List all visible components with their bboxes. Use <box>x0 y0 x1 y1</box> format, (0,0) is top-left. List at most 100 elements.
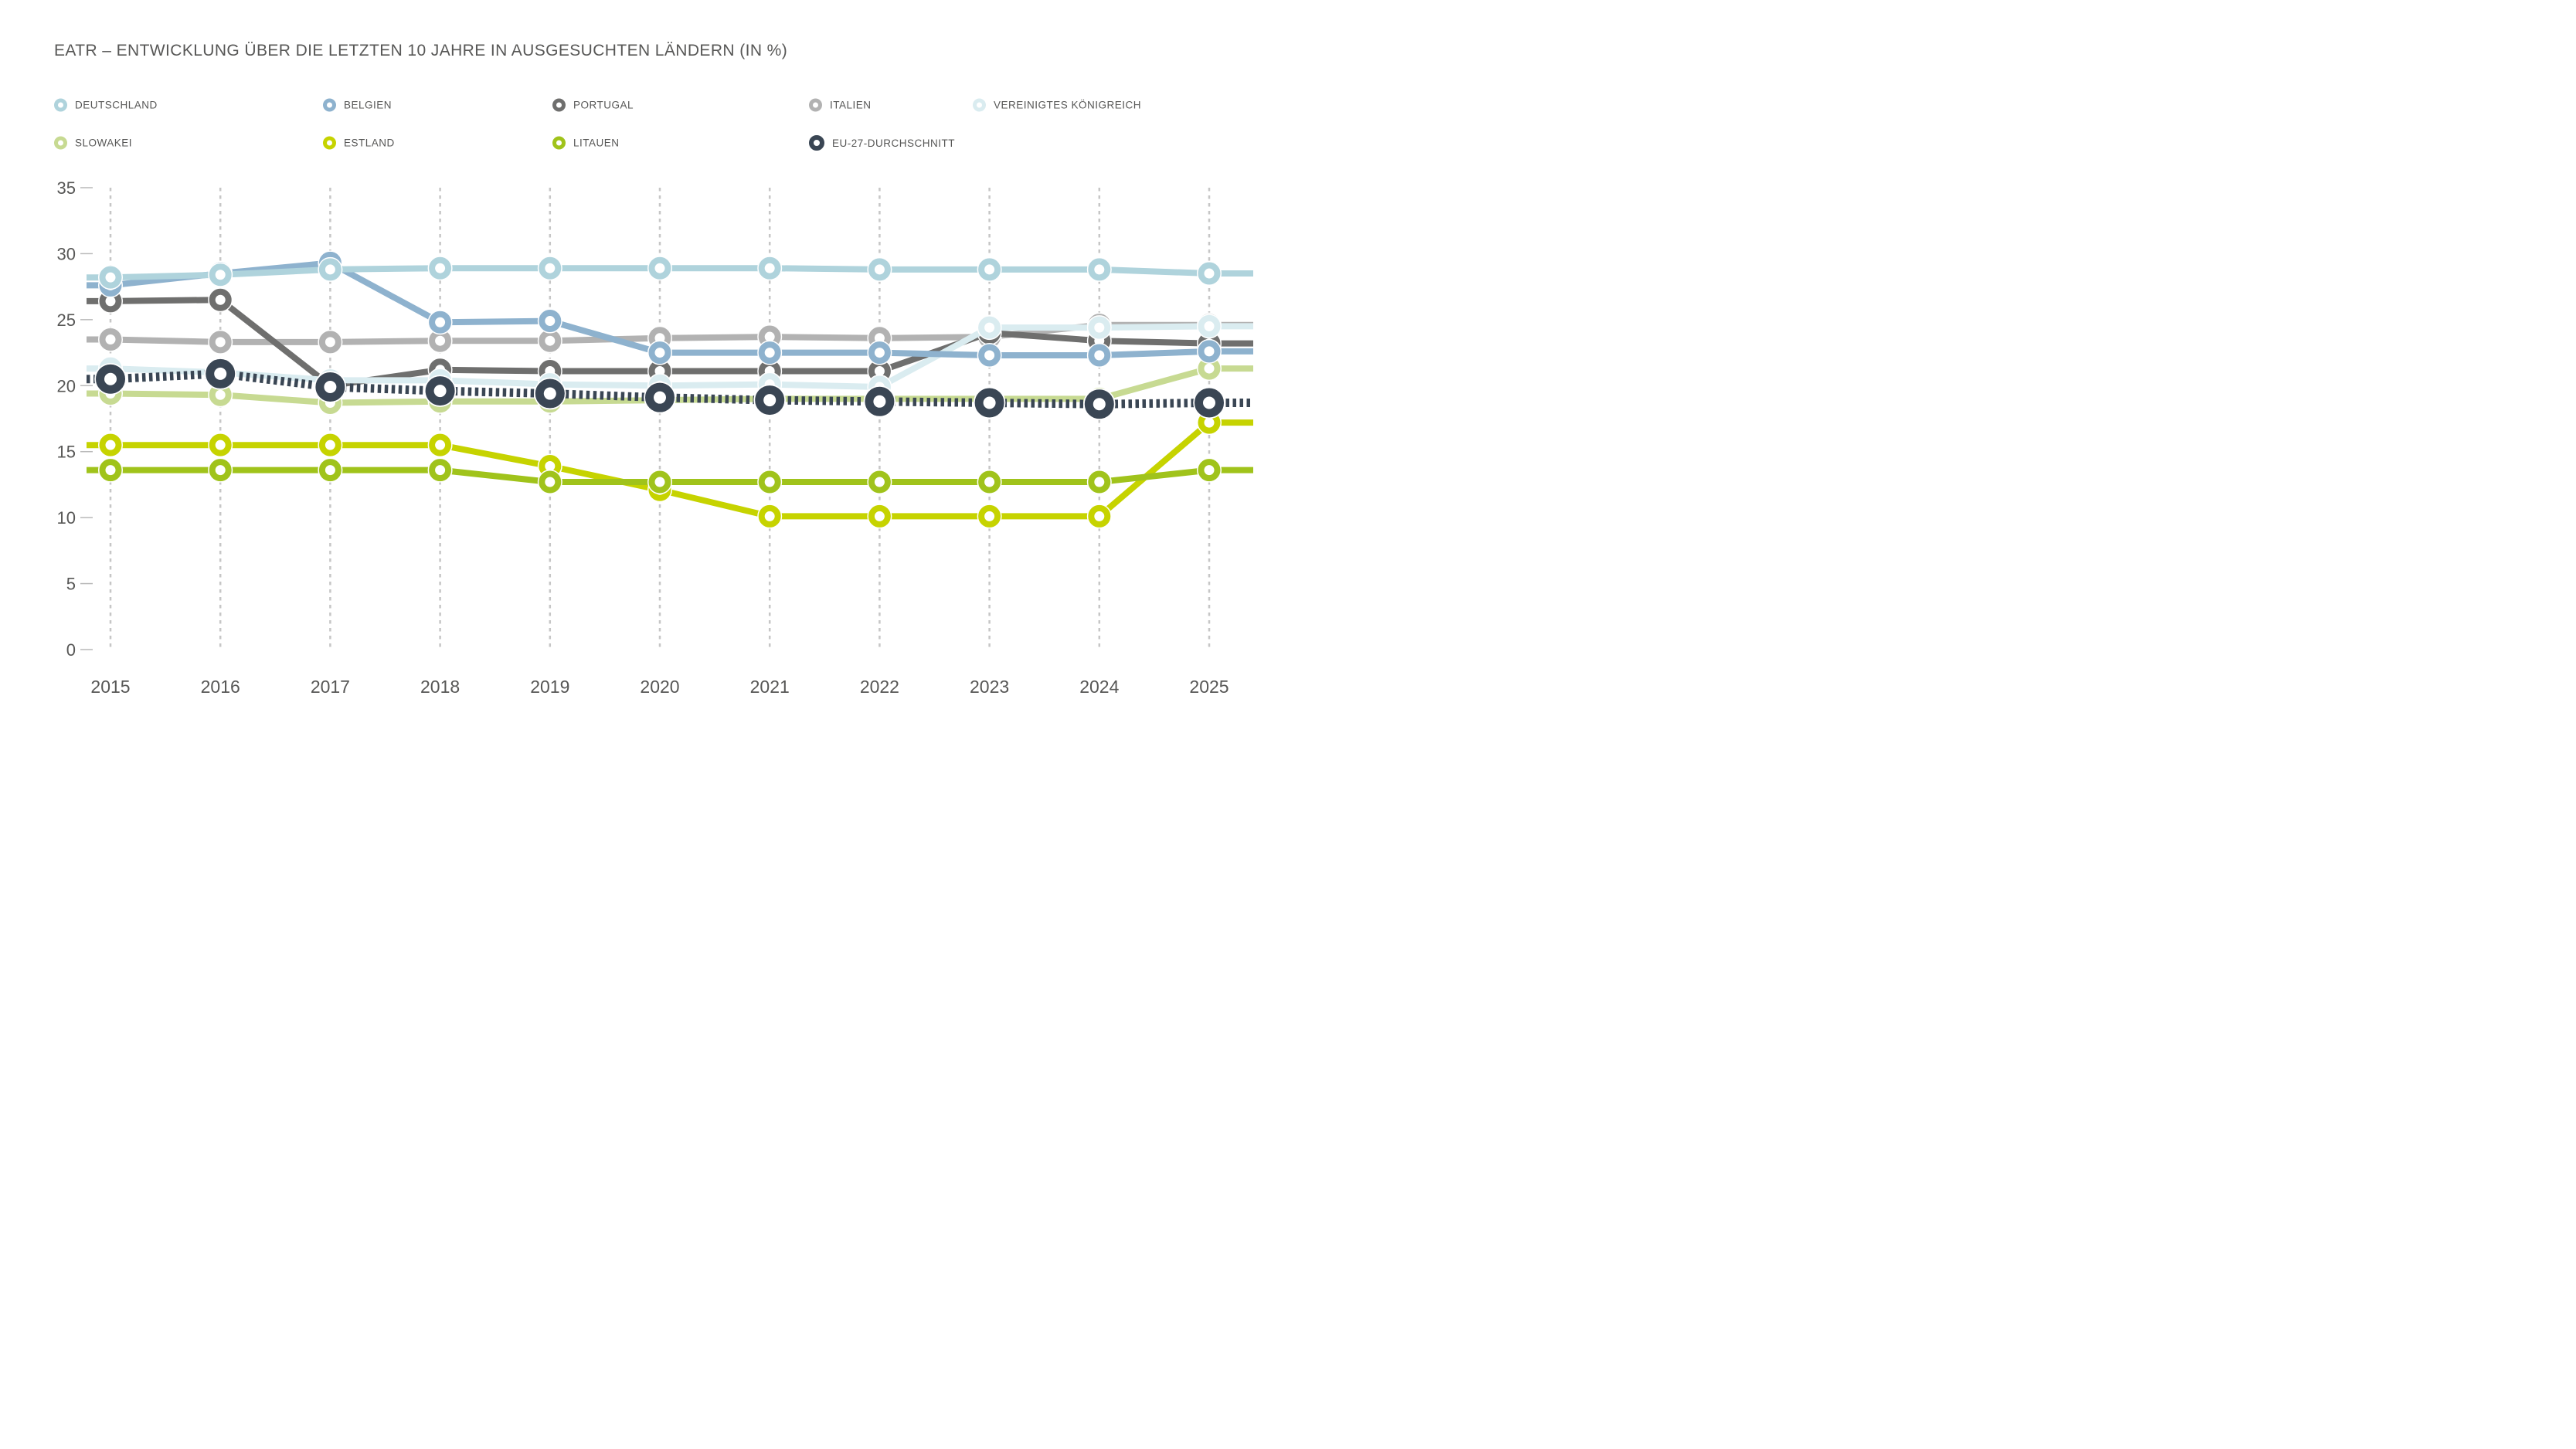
marker-belgien-2025 <box>1198 340 1221 363</box>
marker-belgien-2021 <box>758 341 781 365</box>
marker-italien-2015 <box>99 327 122 351</box>
marker-eu-27-durchschnitt-2025 <box>1195 388 1224 418</box>
legend-label: BELGIEN <box>344 99 393 111</box>
marker-eu-27-durchschnitt-2023 <box>974 388 1004 418</box>
y-tick-label: 5 <box>66 575 76 594</box>
x-tick-label-2024: 2024 <box>1079 677 1119 697</box>
legend-item-italien: ITALIEN <box>809 98 872 112</box>
marker-portugal-2016 <box>209 288 232 311</box>
marker-litauen-2023 <box>978 470 1001 494</box>
marker-belgien-2023 <box>978 344 1001 367</box>
marker-estland-2018 <box>429 433 452 456</box>
marker-italien-2019 <box>539 329 562 352</box>
marker-belgien-2018 <box>429 310 452 334</box>
marker-deutschland-2023 <box>978 258 1001 281</box>
legend-item-portugal: PORTUGAL <box>552 98 634 112</box>
x-axis: 2015 2016 2017 2018 2019 2020 2021 2022 2023 2024… <box>90 677 1229 697</box>
marker-deutschland-2020 <box>648 256 671 280</box>
marker-deutschland-2018 <box>429 256 452 280</box>
legend-ring-icon <box>323 98 336 112</box>
marker-belgien-2020 <box>648 341 671 365</box>
x-tick-label-2021: 2021 <box>750 677 790 697</box>
legend-ring-icon <box>54 98 67 112</box>
y-tick-label: 20 <box>57 376 76 395</box>
y-tick-label: 30 <box>57 244 76 263</box>
marker-litauen-2017 <box>318 459 342 482</box>
marker-eu-27-durchschnitt-2015 <box>96 364 125 394</box>
marker-deutschland-2016 <box>209 263 232 287</box>
series-deutschland <box>87 256 1253 290</box>
series-litauen <box>87 457 1253 495</box>
x-tick-label-2015: 2015 <box>90 677 130 697</box>
y-tick-label: 10 <box>57 508 76 528</box>
chart-page: EATR – ENTWICKLUNG ÜBER DIE LETZTEN 10 J… <box>0 0 1288 724</box>
legend-label: EU-27-DURCHSCHNITT <box>832 137 956 149</box>
marker-estland-2021 <box>758 504 781 528</box>
marker-litauen-2020 <box>648 470 671 494</box>
marker-estland-2017 <box>318 433 342 456</box>
marker-belgien-2022 <box>868 341 891 365</box>
marker-litauen-2025 <box>1198 459 1221 482</box>
x-tick-label-2016: 2016 <box>201 677 240 697</box>
marker-litauen-2016 <box>209 459 232 482</box>
legend-ring-icon <box>323 136 336 150</box>
marker-deutschland-2025 <box>1198 262 1221 285</box>
x-tick-label-2017: 2017 <box>311 677 350 697</box>
marker-eu-27-durchschnitt-2019 <box>535 378 565 409</box>
legend-label: LITAUEN <box>573 137 620 149</box>
legend-label: ITALIEN <box>830 99 872 111</box>
marker-eu-27-durchschnitt-2017 <box>315 372 345 402</box>
marker-estland-2015 <box>99 433 122 456</box>
legend-ring-icon <box>809 98 822 112</box>
legend-label: ESTLAND <box>344 137 395 149</box>
marker-deutschland-2024 <box>1088 258 1111 281</box>
x-tick-label-2020: 2020 <box>640 677 679 697</box>
marker-litauen-2022 <box>868 470 891 494</box>
legend-label: PORTUGAL <box>573 99 634 111</box>
legend-ring-icon <box>552 98 566 112</box>
marker-deutschland-2021 <box>758 256 781 280</box>
marker-estland-2022 <box>868 504 891 528</box>
marker-litauen-2018 <box>429 459 452 482</box>
marker-belgien-2024 <box>1088 344 1111 367</box>
legend-item-estland: ESTLAND <box>323 136 395 150</box>
marker-litauen-2024 <box>1088 470 1111 494</box>
chart-legend: DEUTSCHLAND BELGIEN PORTUGAL ITALIEN VEREINI… <box>0 0 1288 162</box>
marker-vereinigtes-k-nigreich-2023 <box>978 316 1001 339</box>
legend-label: VEREINIGTES KÖNIGREICH <box>994 99 1142 111</box>
x-tick-label-2019: 2019 <box>530 677 569 697</box>
marker-eu-27-durchschnitt-2020 <box>645 382 675 412</box>
y-tick-label: 35 <box>57 178 76 198</box>
legend-item-vereinigtes-k-nigreich: VEREINIGTES KÖNIGREICH <box>973 98 1142 112</box>
legend-item-slowakei: SLOWAKEI <box>54 136 133 150</box>
marker-eu-27-durchschnitt-2022 <box>865 386 895 416</box>
marker-eu-27-durchschnitt-2018 <box>425 376 455 406</box>
marker-litauen-2021 <box>758 470 781 494</box>
legend-label: SLOWAKEI <box>75 137 133 149</box>
marker-eu-27-durchschnitt-2016 <box>206 358 236 389</box>
marker-eu-27-durchschnitt-2021 <box>755 385 785 416</box>
x-tick-label-2023: 2023 <box>970 677 1009 697</box>
marker-belgien-2019 <box>539 310 562 333</box>
legend-label: DEUTSCHLAND <box>75 99 158 111</box>
legend-item-deutschland: DEUTSCHLAND <box>54 98 158 112</box>
x-tick-label-2022: 2022 <box>860 677 899 697</box>
marker-deutschland-2022 <box>868 258 891 281</box>
legend-item-litauen: LITAUEN <box>552 136 620 150</box>
x-tick-label-2025: 2025 <box>1189 677 1229 697</box>
legend-ring-icon <box>973 98 986 112</box>
series-eu-27-durchschnitt <box>87 358 1253 420</box>
legend-ring-icon <box>54 136 67 150</box>
marker-estland-2016 <box>209 433 232 456</box>
y-tick-label: 25 <box>57 310 76 330</box>
marker-deutschland-2015 <box>99 266 122 289</box>
chart-title: EATR – ENTWICKLUNG ÜBER DIE LETZTEN 10 J… <box>54 42 788 59</box>
marker-eu-27-durchschnitt-2024 <box>1084 389 1114 419</box>
marker-deutschland-2017 <box>318 258 342 281</box>
marker-estland-2024 <box>1088 504 1111 528</box>
legend-item-eu-27-durchschnitt: EU-27-DURCHSCHNITT <box>809 135 955 151</box>
marker-vereinigtes-k-nigreich-2025 <box>1198 314 1221 338</box>
legend-ring-icon <box>809 135 824 151</box>
legend-ring-icon <box>552 136 566 150</box>
